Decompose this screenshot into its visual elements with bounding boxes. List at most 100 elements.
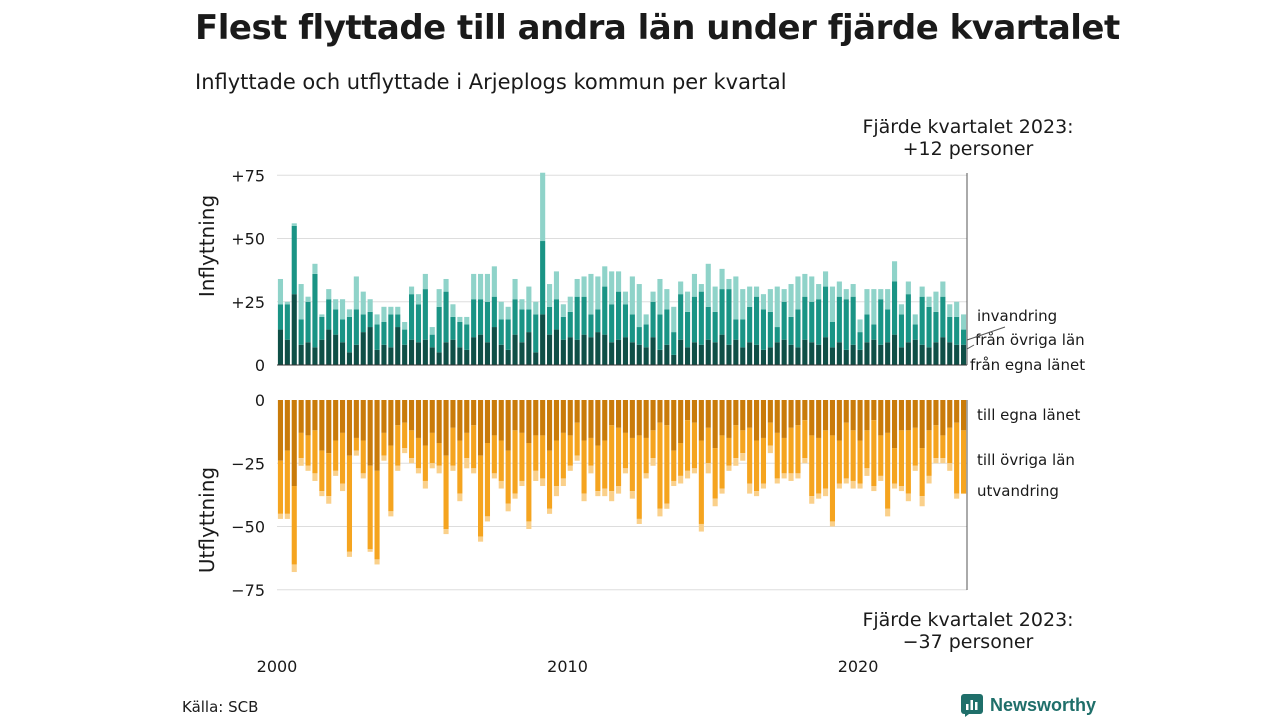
brand-logo[interactable]: Newsworthy — [960, 692, 1096, 718]
inflow-bar-0-9 — [340, 342, 346, 365]
legend-till-ovriga-lan: till övriga län — [977, 451, 1075, 469]
inflow-bar-2-97 — [947, 304, 953, 317]
inflow-bar-2-54 — [650, 291, 656, 302]
inflow-bar-1-89 — [892, 281, 898, 335]
inflow-bar-0-29 — [478, 334, 484, 365]
inflow-bar-2-51 — [629, 276, 635, 315]
outflow-bar-0-8 — [333, 400, 339, 441]
outflow-bar-1-67 — [740, 430, 746, 454]
outflow-bar-2-13 — [367, 549, 373, 552]
inflow-bar-2-7 — [326, 289, 332, 300]
outflow-bar-0-28 — [471, 400, 477, 426]
inflow-bar-2-55 — [657, 278, 663, 315]
outflow-bar-1-5 — [312, 430, 318, 474]
outflow-bar-2-58 — [678, 475, 684, 484]
inflow-bar-0-78 — [816, 344, 822, 365]
outflow-bar-2-35 — [519, 480, 525, 487]
outflow-bar-0-85 — [864, 400, 870, 431]
outflow-bar-0-1 — [284, 400, 290, 451]
outflow-bar-1-40 — [553, 440, 560, 487]
inflow-bar-2-81 — [836, 281, 842, 297]
inflow-bar-2-99 — [961, 314, 967, 330]
inflow-bar-2-19 — [409, 286, 415, 295]
outflow-bar-0-19 — [409, 400, 415, 431]
inflow-bar-1-65 — [726, 289, 732, 345]
inflow-bar-0-4 — [305, 342, 311, 365]
outflow-bar-0-82 — [843, 400, 849, 423]
outflow-bar-0-42 — [567, 400, 573, 436]
inflow-y-tick-label: +50 — [231, 230, 265, 249]
outflow-bar-0-51 — [629, 400, 635, 438]
outflow-bar-0-15 — [381, 400, 387, 433]
outflow-bar-0-92 — [912, 400, 918, 428]
inflow-bar-2-82 — [843, 289, 849, 300]
inflow-y-tick-label: +75 — [231, 166, 265, 185]
inflow-bar-1-76 — [802, 296, 808, 340]
outflow-bar-0-22 — [429, 400, 435, 433]
inflow-bar-0-57 — [671, 354, 677, 365]
outflow-bar-2-72 — [774, 478, 780, 484]
inflow-bar-1-22 — [429, 334, 435, 348]
outflow-bar-0-38 — [540, 400, 546, 436]
inflow-bar-2-94 — [926, 296, 932, 307]
outflow-bar-1-91 — [905, 430, 911, 494]
outflow-bar-2-65 — [726, 465, 732, 471]
outflow-y-tick-label: −75 — [231, 581, 265, 600]
inflow-bar-0-19 — [409, 339, 415, 365]
outflow-bar-0-98 — [954, 400, 960, 423]
outflow-bar-1-56 — [664, 425, 670, 504]
inflow-bar-1-8 — [333, 309, 339, 335]
inflow-bar-2-76 — [802, 273, 808, 297]
inflow-gridlines — [277, 174, 967, 303]
inflow-bar-2-98 — [954, 301, 960, 317]
outflow-bar-2-64 — [719, 488, 725, 494]
inflow-bar-2-85 — [864, 289, 870, 315]
inflow-bar-0-54 — [650, 337, 656, 365]
inflow-bar-0-62 — [705, 339, 711, 365]
inflow-bar-1-98 — [954, 316, 960, 345]
inflow-bar-0-31 — [491, 327, 497, 365]
outflow-bar-2-17 — [395, 465, 401, 471]
outflow-bar-2-63 — [712, 498, 718, 507]
outflow-bar-1-26 — [457, 440, 463, 494]
outflow-bar-0-57 — [671, 400, 677, 451]
outflow-bar-1-98 — [954, 422, 960, 494]
outflow-bar-2-47 — [602, 488, 608, 497]
inflow-bar-0-12 — [360, 332, 366, 365]
inflow-bar-2-35 — [519, 299, 525, 310]
outflow-bar-0-89 — [892, 400, 898, 449]
inflow-bar-1-48 — [609, 304, 615, 343]
outflow-bar-0-37 — [533, 400, 539, 436]
outflow-bar-1-23 — [436, 443, 442, 466]
outflow-bar-1-78 — [816, 437, 822, 494]
inflow-bar-0-97 — [947, 342, 953, 365]
inflow-bar-2-88 — [885, 289, 891, 310]
inflow-bar-2-33 — [505, 306, 511, 320]
outflow-bar-2-16 — [388, 511, 394, 517]
outflow-bar-1-95 — [933, 425, 939, 459]
inflow-bar-1-7 — [326, 299, 332, 330]
legend-fran-egna-lanet: från egna länet — [970, 356, 1085, 374]
inflow-bar-1-5 — [312, 273, 318, 348]
inflow-bar-2-4 — [305, 296, 311, 302]
inflow-bar-2-0 — [277, 278, 284, 305]
outflow-bar-2-76 — [802, 458, 808, 464]
outflow-bar-1-19 — [409, 430, 415, 459]
outflow-bar-1-22 — [429, 432, 435, 464]
outflow-y-tick-label: 0 — [255, 391, 265, 410]
inflow-bar-2-39 — [547, 284, 553, 307]
inflow-bar-0-67 — [740, 347, 746, 365]
inflow-bar-2-17 — [395, 306, 401, 315]
inflow-bar-0-41 — [560, 339, 566, 365]
inflow-bar-2-75 — [795, 276, 801, 310]
outflow-bar-2-67 — [740, 453, 746, 461]
outflow-bar-0-68 — [747, 400, 753, 428]
inflow-bar-2-68 — [747, 286, 753, 307]
outflow-bar-1-17 — [395, 425, 401, 466]
outflow-bar-1-0 — [277, 460, 284, 514]
outflow-bar-1-47 — [602, 440, 608, 489]
outflow-bar-2-38 — [540, 478, 546, 487]
outflow-bar-0-46 — [595, 400, 601, 446]
inflow-bar-0-7 — [326, 329, 332, 365]
inflow-bar-2-34 — [512, 278, 518, 300]
